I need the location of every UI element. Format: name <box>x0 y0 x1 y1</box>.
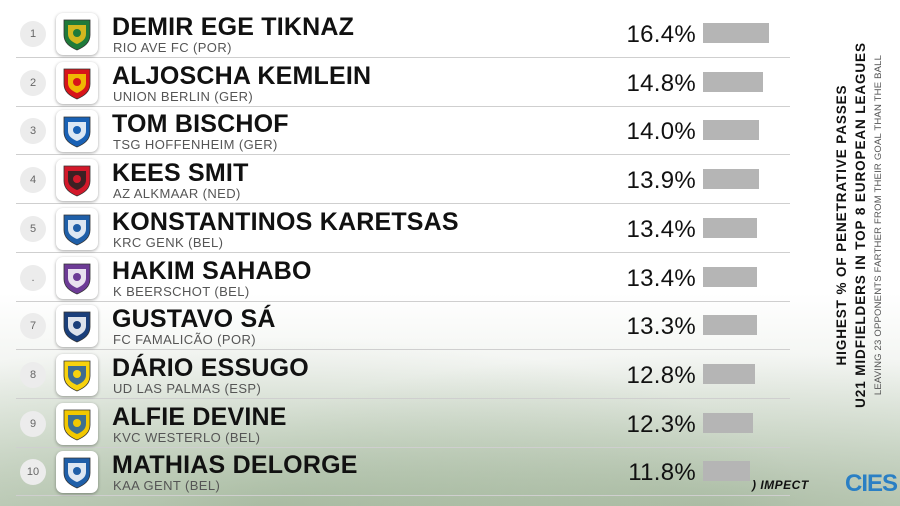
value-bar <box>703 71 763 92</box>
rank-badge: 1 <box>20 21 46 47</box>
chart-subtitle: U21 MIDFIELDERS IN TOP 8 EUROPEAN LEAGUE… <box>853 42 868 408</box>
row-divider <box>16 57 790 58</box>
club-name: TSG HOFFENHEIM (GER) <box>113 137 278 153</box>
club-name: K BEERSCHOT (BEL) <box>113 283 250 299</box>
value-label: 14.8% <box>626 69 696 97</box>
table-row: 3 TOM BISCHOF TSG HOFFENHEIM (GER) 14.0% <box>16 107 790 156</box>
rank-badge: 8 <box>20 361 46 388</box>
club-name: KVC WESTERLO (BEL) <box>113 429 261 445</box>
row-divider <box>16 154 790 156</box>
value-label: 12.8% <box>626 361 696 389</box>
gent-crest <box>56 451 98 494</box>
table-row: 7 GUSTAVO SÁ FC FAMALICÃO (POR) 13.3% <box>16 302 790 351</box>
value-bar <box>703 169 759 190</box>
rank-badge: 7 <box>20 313 46 340</box>
player-name: MATHIAS DELORGE <box>112 451 358 480</box>
row-divider <box>16 446 790 448</box>
value-label: 12.3% <box>626 410 696 438</box>
value-bar <box>703 266 757 287</box>
value-label: 11.8% <box>628 459 696 487</box>
ranking-table: 1 DEMIR EGE TIKNAZ RIO AVE FC (POR) 16.4% 2 A… <box>16 10 790 497</box>
famalicao-crest <box>56 305 98 348</box>
club-name: UD LAS PALMAS (ESP) <box>113 380 262 396</box>
table-row: 5 KONSTANTINOS KARETSAS KRC GENK (BEL) 13.4… <box>16 205 790 253</box>
value-label: 13.4% <box>626 264 696 292</box>
club-name: UNION BERLIN (GER) <box>113 88 254 104</box>
value-bar <box>703 315 757 336</box>
rank-badge: 2 <box>20 69 46 96</box>
cies-logo: CIES <box>845 470 898 497</box>
impect-logo: ) IMPECT <box>752 478 809 492</box>
table-row: 2 ALJOSCHA KEMLEIN UNION BERLIN (GER) 14.8% <box>16 59 790 107</box>
value-bar <box>703 363 755 384</box>
hoffenheim-crest <box>56 110 98 153</box>
las-palmas-crest <box>56 353 98 396</box>
row-divider <box>16 300 790 302</box>
club-name: KAA GENT (BEL) <box>113 478 221 494</box>
table-row: 4 KEES SMIT AZ ALKMAAR (NED) 13.9% <box>16 156 790 205</box>
chart-title: HIGHEST % OF PENETRATIVE PASSES <box>834 84 849 366</box>
player-name: ALJOSCHA KEMLEIN <box>112 61 372 90</box>
player-name: TOM BISCHOF <box>112 110 289 139</box>
player-name: KONSTANTINOS KARETSAS <box>112 207 459 236</box>
table-row: . HAKIM SAHABO K BEERSCHOT (BEL) 13.4% <box>16 254 790 302</box>
club-name: RIO AVE FC (POR) <box>113 40 232 55</box>
club-name: KRC GENK (BEL) <box>113 234 224 250</box>
rio-ave-crest <box>56 13 98 55</box>
club-name: AZ ALKMAAR (NED) <box>113 186 241 202</box>
chart-definition: LEAVING 23 OPPONENTS FARTHER FROM THEIR … <box>873 54 884 396</box>
row-divider <box>16 203 790 205</box>
value-label: 14.0% <box>626 118 696 146</box>
westerlo-crest <box>56 402 98 445</box>
table-row: 9 ALFIE DEVINE KVC WESTERLO (BEL) 12.3% <box>16 400 790 448</box>
az-crest <box>56 159 98 202</box>
value-label: 13.9% <box>626 167 696 195</box>
player-name: HAKIM SAHABO <box>112 256 312 285</box>
union-berlin-crest <box>56 61 98 104</box>
club-name: FC FAMALICÃO (POR) <box>113 332 256 348</box>
rank-badge: 9 <box>20 410 46 437</box>
rank-badge: 3 <box>20 118 46 145</box>
value-label: 13.4% <box>626 215 696 243</box>
player-name: ALFIE DEVINE <box>112 402 287 431</box>
table-row: 8 DÁRIO ESSUGO UD LAS PALMAS (ESP) 12.8% <box>16 351 790 399</box>
value-label: 13.3% <box>626 313 696 341</box>
value-bar <box>703 412 753 433</box>
player-name: DEMIR EGE TIKNAZ <box>112 13 355 41</box>
player-name: GUSTAVO SÁ <box>112 305 276 334</box>
rank-badge: 5 <box>20 215 46 242</box>
genk-crest <box>56 207 98 250</box>
title-panel: HIGHEST % OF PENETRATIVE PASSES U21 MIDF… <box>832 15 900 435</box>
value-label: 16.4% <box>626 21 696 48</box>
rank-badge: 10 <box>20 459 46 486</box>
row-divider <box>16 251 790 253</box>
value-bar <box>703 23 769 43</box>
value-bar <box>703 461 751 482</box>
player-name: KEES SMIT <box>112 159 249 188</box>
rank-badge: . <box>20 264 46 291</box>
player-name: DÁRIO ESSUGO <box>112 353 309 382</box>
value-bar <box>703 120 760 141</box>
table-row: 1 DEMIR EGE TIKNAZ RIO AVE FC (POR) 16.4% <box>16 10 790 58</box>
row-divider <box>16 105 790 107</box>
rank-badge: 4 <box>20 167 46 194</box>
row-divider <box>16 397 790 399</box>
beerschot-crest <box>56 256 98 299</box>
value-bar <box>703 217 757 238</box>
row-divider <box>16 349 790 351</box>
table-row: 10 MATHIAS DELORGE KAA GENT (BEL) 11.8% <box>16 448 790 497</box>
row-divider <box>16 495 790 497</box>
